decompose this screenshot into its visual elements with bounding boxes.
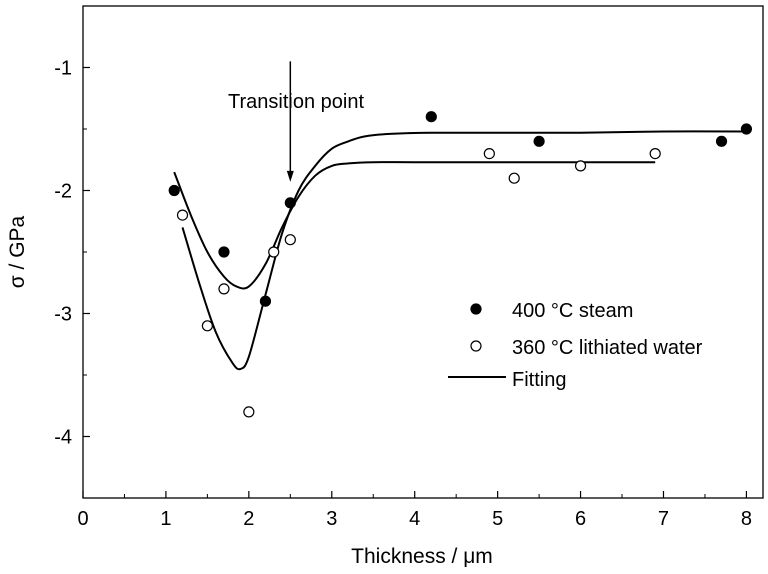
- x-tick-label: 3: [326, 508, 337, 530]
- lithiated-water-data-point: [284, 234, 296, 246]
- fit-lines: [173, 130, 747, 371]
- lithiated-water-data-point: [201, 320, 213, 332]
- data-points: [168, 111, 753, 418]
- x-tick-label: 8: [741, 508, 752, 530]
- y-tick-label: -1: [54, 58, 72, 80]
- legend-label: 400 °C steam: [512, 300, 633, 322]
- y-tick-label: -2: [54, 181, 72, 203]
- x-tick-label: 4: [409, 508, 420, 530]
- x-tick-label: 0: [77, 508, 88, 530]
- lithiated-water-data-point: [176, 209, 189, 221]
- legend-steam-marker: [470, 303, 482, 315]
- lithiated-water-data-point: [574, 160, 587, 172]
- steam-data-point: [533, 135, 545, 147]
- steam-data-point: [259, 295, 272, 307]
- fitting-curve: [173, 161, 656, 290]
- annotations: Transition point: [228, 61, 364, 182]
- y-tick-label: -3: [54, 304, 72, 326]
- annotation-arrow-head: [286, 170, 294, 182]
- legend: 400 °C steam 360 °C lithiated water Fittin…: [448, 300, 703, 391]
- y-axis-label: σ / GPa: [6, 215, 29, 288]
- transition-point-label: Transition point: [228, 91, 364, 113]
- lithiated-water-data-point: [649, 148, 661, 160]
- legend-label: 360 °C lithiated water: [512, 337, 703, 359]
- y-tick-label: -4: [54, 427, 72, 449]
- fitting-curve: [181, 130, 747, 371]
- lithiated-water-data-point: [508, 172, 520, 184]
- x-tick-label: 7: [658, 508, 669, 530]
- steam-data-point: [218, 246, 230, 258]
- steam-data-point: [425, 111, 437, 123]
- legend-lithiated-water-marker: [470, 340, 482, 352]
- steam-data-point: [168, 184, 180, 197]
- lithiated-water-data-point: [243, 406, 255, 418]
- x-tick-label: 5: [492, 508, 503, 530]
- lithiated-water-data-point: [218, 283, 230, 295]
- steam-data-point: [715, 135, 728, 147]
- plot-frame: [82, 5, 764, 499]
- x-tick-label: 2: [243, 508, 254, 530]
- x-tick-label: 6: [575, 508, 586, 530]
- steam-data-point: [740, 123, 753, 135]
- x-axis-label: Thickness / μm: [351, 545, 493, 568]
- lithiated-water-data-point: [268, 246, 280, 258]
- lithiated-water-data-point: [483, 148, 495, 160]
- steam-data-point: [284, 197, 296, 209]
- x-tick-label: 1: [160, 508, 171, 530]
- legend-label: Fitting: [512, 369, 566, 391]
- axis-ticks: 0 1 2 3 4 5 6 7 8 -4 -3 -2 -1: [54, 58, 752, 531]
